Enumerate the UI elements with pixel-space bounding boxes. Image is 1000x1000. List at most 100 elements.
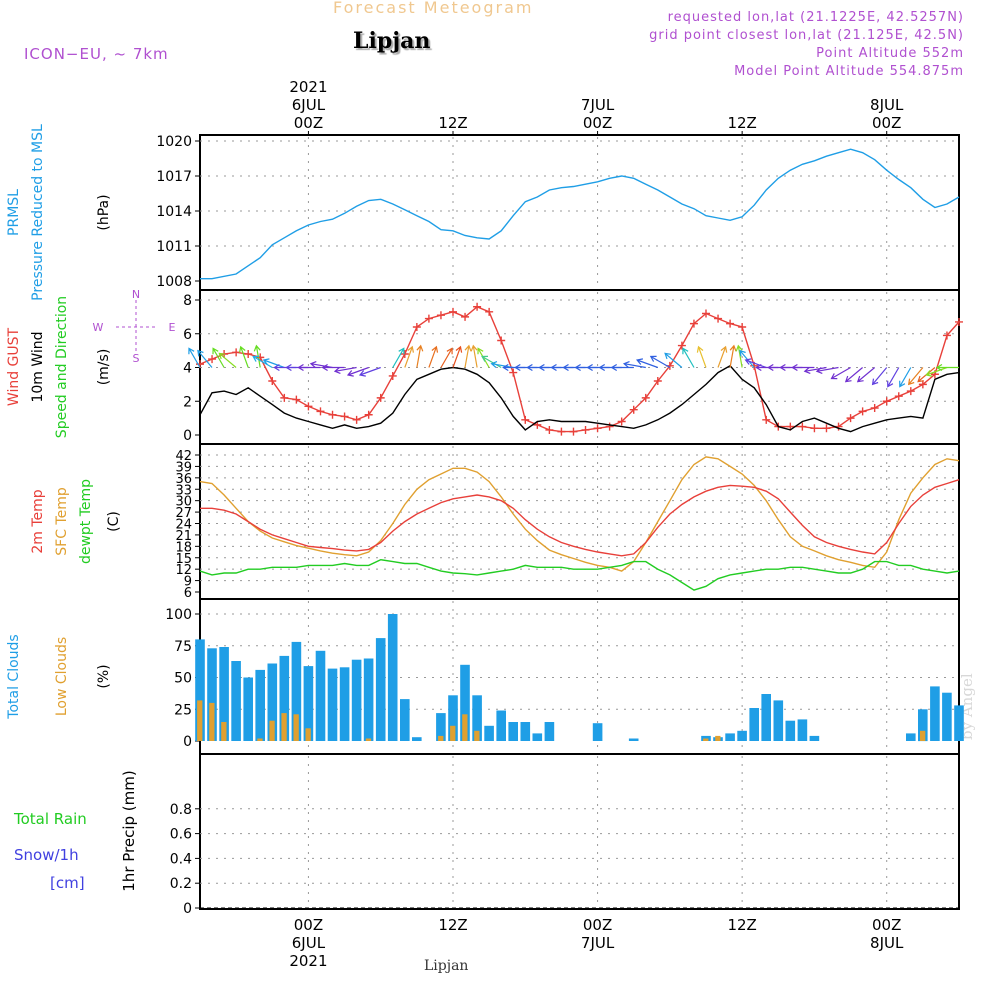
clouds-bar-total-clouds	[387, 614, 398, 741]
temperature-ytick-label: 42	[175, 449, 192, 464]
gust-marker	[208, 355, 217, 364]
gust-marker	[557, 427, 566, 436]
time-label-bottom: 7JUL	[581, 934, 615, 952]
clouds-bar-low-clouds	[920, 730, 926, 741]
clouds-bar-total-clouds	[749, 708, 759, 741]
time-label-bottom: 12Z	[438, 916, 467, 934]
gust-marker	[376, 393, 385, 402]
time-label-top: 00Z	[583, 114, 612, 132]
time-label-bottom: 6JUL	[292, 934, 326, 952]
time-label-top: 00Z	[872, 114, 901, 132]
wind-direction-arrow	[346, 366, 369, 377]
pressure-side-label: PRMSL	[6, 189, 22, 236]
time-label-top: 7JUL	[581, 96, 615, 114]
precip-ytick-label: 0.6	[170, 827, 192, 843]
wind-direction-arrow	[735, 344, 743, 368]
gust-marker	[689, 319, 698, 328]
precip-unit-label: 1hr Precip (mm)	[120, 770, 138, 891]
clouds-bar-total-clouds	[785, 720, 796, 741]
clouds-bar-total-clouds	[436, 713, 446, 741]
temperature-ytick-label: 33	[175, 483, 192, 498]
wind-direction-arrow	[696, 345, 707, 368]
clouds-bar-total-clouds	[532, 733, 543, 741]
temperature-side-label: dewpt Temp	[78, 479, 94, 564]
clouds-bar-low-clouds	[293, 714, 299, 741]
wind-direction-arrow	[925, 366, 948, 377]
wind-direction-arrow	[815, 366, 839, 374]
clouds-bar-low-clouds	[281, 713, 287, 741]
wind-side-label: 10m Wind	[30, 331, 46, 402]
clouds-bar-total-clouds	[520, 722, 531, 741]
wind-ytick-label: 4	[183, 361, 192, 377]
clouds-bar-total-clouds	[231, 661, 241, 741]
wind-direction-arrow	[452, 345, 463, 368]
clouds-bar-total-clouds	[327, 668, 338, 741]
wind-direction-arrow	[635, 358, 659, 369]
gust-marker	[340, 412, 349, 421]
wind-series-10m-wind	[199, 364, 960, 433]
clouds-bar-total-clouds	[809, 735, 820, 741]
gust-marker	[677, 341, 686, 350]
clouds-bar-total-clouds	[243, 677, 253, 741]
gust-marker	[316, 407, 325, 416]
clouds-bar-total-clouds	[737, 730, 747, 741]
temperature-ytick-label: 21	[175, 529, 192, 544]
precip-ytick-label: 0	[183, 901, 192, 917]
gust-marker	[436, 311, 445, 320]
pressure-ytick-label: 1020	[156, 134, 192, 150]
wind-direction-arrow	[907, 367, 924, 386]
wind-direction-arrow	[871, 367, 888, 386]
pressure-ytick-label: 1008	[156, 274, 192, 290]
wind-direction-arrow	[297, 363, 321, 372]
gust-marker	[605, 422, 614, 431]
time-label-top: 00Z	[294, 114, 323, 132]
clouds-bar-low-clouds	[365, 738, 372, 741]
model-altitude: Model Point Altitude 554.875m	[734, 64, 964, 79]
compass-south: S	[133, 352, 140, 365]
gust-marker	[388, 371, 397, 380]
time-label-bottom: 00Z	[872, 916, 901, 934]
gust-marker	[545, 425, 554, 434]
clouds-bar-total-clouds	[508, 722, 518, 741]
requested-coords: requested lon,lat (21.1225E, 42.5257N)	[667, 10, 964, 25]
wind-direction-arrow	[470, 344, 478, 368]
wind-direction-arrow	[481, 355, 502, 369]
clouds-bar-total-clouds	[701, 735, 711, 741]
precip-legend-cm: [cm]	[50, 874, 85, 892]
clouds-bar-low-clouds	[257, 738, 263, 741]
wind-direction-arrow	[664, 352, 683, 368]
gust-marker	[412, 323, 421, 331]
clouds-bar-low-clouds	[305, 728, 311, 741]
clouds-bar-total-clouds	[773, 700, 784, 741]
wind-ytick-label: 8	[183, 293, 192, 309]
temperature-ytick-label: 9	[184, 575, 192, 590]
clouds-bar-total-clouds	[797, 719, 808, 741]
wind-direction-arrow	[649, 355, 671, 369]
compass-east: E	[169, 321, 176, 334]
clouds-unit-label: (%)	[96, 664, 112, 688]
clouds-panel-frame	[199, 598, 960, 755]
clouds-bar-low-clouds	[703, 738, 709, 741]
temperature-ytick-label: 12	[175, 563, 192, 578]
wind-direction-arrow	[440, 347, 453, 368]
gust-marker	[244, 350, 253, 358]
wind-direction-arrow	[844, 367, 863, 383]
wind-ytick-label: 0	[183, 428, 192, 444]
wind-direction-arrow	[791, 363, 815, 372]
time-label-top: 2021	[289, 78, 327, 96]
gust-marker	[798, 422, 807, 431]
wind-direction-arrow	[682, 347, 695, 368]
time-label-top: 8JUL	[870, 96, 904, 114]
gust-marker	[653, 377, 662, 385]
clouds-bar-low-clouds	[438, 735, 444, 741]
wind-ytick-label: 2	[183, 394, 192, 410]
wind-unit-label: (m/s)	[96, 349, 112, 386]
temperature-panel-frame	[199, 443, 960, 600]
point-altitude: Point Altitude 552m	[816, 46, 964, 61]
wind-direction-arrow	[262, 358, 285, 369]
wind-direction-arrow	[252, 355, 273, 369]
gust-marker	[955, 317, 963, 326]
temperature-ytick-label: 36	[175, 472, 192, 487]
gust-marker	[942, 331, 951, 340]
time-label-top: 6JUL	[292, 96, 326, 114]
